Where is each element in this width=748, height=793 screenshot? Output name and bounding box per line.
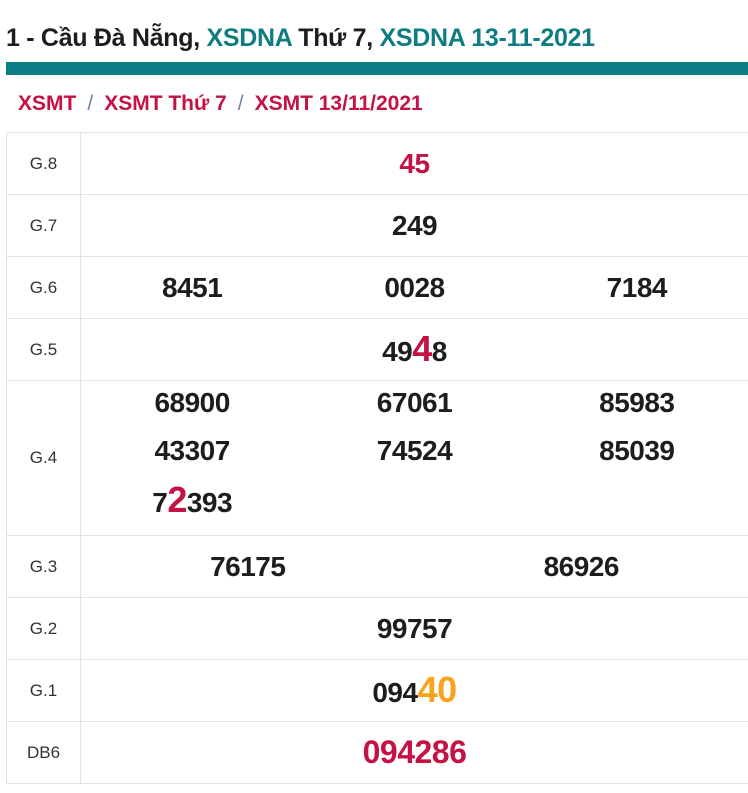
prize-label: G.2 [6, 598, 81, 659]
prize-label: G.8 [6, 133, 81, 194]
prize-values: 99757 [81, 598, 748, 659]
prize-table: G.8 45 G.7 249 G.6 8451 0028 7184 G.5 4948 G.4 6890… [6, 132, 748, 784]
prize-row-g4: G.4 68900 67061 85983 43307 74524 85039 72393 [6, 381, 748, 536]
digits: 74524 [376, 435, 453, 466]
prize-row-g1: G.1 09440 [6, 660, 748, 722]
prize-number: 68900 [81, 386, 303, 420]
prize-values: 249 [81, 195, 748, 256]
prize-label: G.1 [6, 660, 81, 721]
breadcrumb-link-3[interactable]: XSMT 13/11/2021 [254, 91, 423, 115]
prize-row-g3: G.3 76175 86926 [6, 536, 748, 598]
prize-line: 45 [81, 147, 748, 181]
digits: 85039 [599, 435, 675, 466]
prize-number: 99757 [81, 612, 748, 646]
prize-number: 76175 [81, 550, 415, 584]
highlighted-digits: 45 [399, 147, 430, 179]
digits: 86926 [543, 550, 620, 582]
breadcrumb-link-1[interactable]: XSMT [18, 91, 77, 115]
highlighted-digits: 2 [167, 479, 187, 520]
digits: 094 [372, 676, 418, 708]
prize-label: G.6 [6, 257, 81, 318]
digits: 393 [186, 487, 233, 518]
prize-row-g7: G.7 249 [6, 195, 748, 257]
prize-label: G.3 [6, 536, 81, 597]
prize-number: 4948 [81, 327, 748, 369]
prize-row-g6: G.6 8451 0028 7184 [6, 257, 748, 319]
digits: 8 [431, 335, 448, 367]
prize-line: 99757 [81, 612, 748, 646]
prize-number: 249 [81, 209, 748, 243]
prize-number: 8451 [81, 271, 303, 305]
prize-values: 8451 0028 7184 [81, 257, 748, 318]
title-text-segment: Thứ 7, [298, 24, 380, 52]
prize-row-g8: G.8 45 [6, 133, 748, 195]
prize-number: 85983 [526, 386, 748, 420]
prize-values: 76175 86926 [81, 536, 748, 597]
prize-values: 45 [81, 133, 748, 194]
digits: 49 [382, 335, 413, 367]
prize-line: 09440 [81, 668, 748, 710]
prize-number: 7184 [526, 271, 748, 305]
digits: 7184 [606, 271, 668, 303]
breadcrumb-separator: / [87, 91, 94, 115]
digits: 43307 [154, 435, 230, 466]
highlighted-digits: 094286 [362, 734, 467, 771]
prize-line: 68900 67061 85983 [81, 386, 748, 434]
prize-values: 4948 [81, 319, 748, 380]
digits: 0028 [384, 271, 445, 303]
prize-label: G.4 [6, 381, 81, 535]
prize-label: G.7 [6, 195, 81, 256]
prize-number: 094286 [81, 733, 748, 771]
prize-label: DB6 [6, 722, 81, 783]
prize-number: 09440 [81, 668, 748, 710]
prize-line: 094286 [81, 733, 748, 771]
title-link-segment[interactable]: XSDNA [206, 24, 299, 52]
prize-line: 43307 74524 85039 [81, 434, 748, 482]
prize-number: 86926 [415, 550, 748, 584]
highlighted-digits: 4 [412, 327, 432, 369]
prize-values: 68900 67061 85983 43307 74524 85039 72393 [81, 381, 748, 535]
digits: 99757 [376, 612, 453, 644]
digits: 249 [391, 209, 438, 241]
title-link-segment[interactable]: XSDNA 13-11-2021 [379, 24, 596, 52]
digits: 8451 [162, 271, 223, 303]
prize-label: G.5 [6, 319, 81, 380]
breadcrumb-separator: / [237, 91, 244, 115]
digits: 67061 [376, 387, 453, 418]
page-title: 1 - Cầu Đà Nẵng, XSDNA Thứ 7, XSDNA 13-1… [6, 0, 748, 62]
digits: 68900 [154, 387, 230, 418]
prize-values: 094286 [81, 722, 748, 783]
prize-row-g2: G.2 99757 [6, 598, 748, 660]
prize-number: 74524 [303, 434, 525, 468]
accent-divider-bar [6, 62, 748, 75]
highlighted-digits: 40 [417, 668, 458, 710]
prize-number: 67061 [303, 386, 525, 420]
digits: 7 [152, 487, 168, 518]
breadcrumb-link-2[interactable]: XSMT Thứ 7 [104, 91, 227, 115]
digits: 85983 [599, 387, 675, 418]
digits: 76175 [210, 550, 286, 582]
title-text-segment: 1 - Cầu Đà Nẵng, [6, 24, 207, 52]
prize-line: 249 [81, 209, 748, 243]
prize-number: 43307 [81, 434, 303, 468]
prize-row-db6: DB6 094286 [6, 722, 748, 784]
prize-number: 85039 [526, 434, 748, 468]
prize-line: 4948 [81, 327, 748, 369]
prize-number: 45 [81, 147, 748, 181]
prize-line: 76175 86926 [81, 550, 748, 584]
prize-line: 8451 0028 7184 [81, 271, 748, 305]
prize-values: 09440 [81, 660, 748, 721]
breadcrumb: XSMT / XSMT Thứ 7 / XSMT 13/11/2021 [6, 75, 748, 132]
prize-row-g5: G.5 4948 [6, 319, 748, 381]
prize-number: 0028 [303, 271, 525, 305]
prize-number: 72393 [81, 482, 303, 520]
prize-line: 72393 [81, 482, 748, 530]
